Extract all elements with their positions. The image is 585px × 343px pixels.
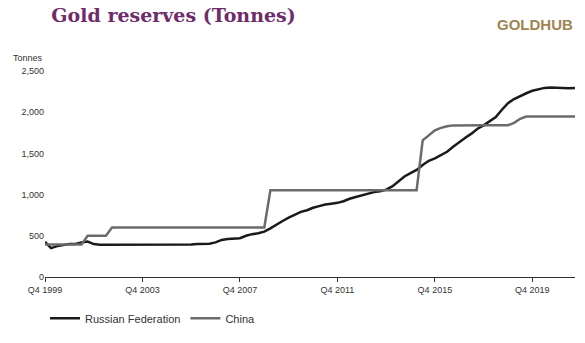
svg-text:Q4 2011: Q4 2011 [320,285,354,295]
svg-text:Q4 1999: Q4 1999 [28,285,63,295]
svg-text:1,500: 1,500 [21,149,44,159]
svg-text:Tonnes: Tonnes [13,53,43,63]
svg-text:2,500: 2,500 [21,66,44,76]
svg-text:1,000: 1,000 [21,190,44,200]
svg-text:Q4 2015: Q4 2015 [418,285,453,295]
svg-text:Q4 2003: Q4 2003 [125,285,160,295]
svg-text:China: China [225,313,255,325]
svg-text:GOLDHUB: GOLDHUB [497,16,573,33]
svg-text:Russian Federation: Russian Federation [85,313,180,325]
svg-text:Q4 2019: Q4 2019 [515,285,550,295]
svg-text:500: 500 [29,231,44,241]
svg-text:0: 0 [39,272,44,282]
svg-text:Gold reserves (Tonnes): Gold reserves (Tonnes) [51,4,295,26]
svg-text:Q4 2007: Q4 2007 [223,285,258,295]
svg-text:2,000: 2,000 [21,107,44,117]
